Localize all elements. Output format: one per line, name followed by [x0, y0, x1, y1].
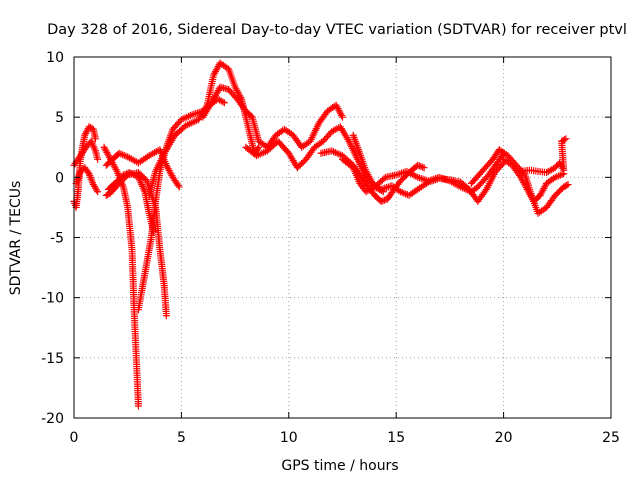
data-point	[115, 149, 123, 157]
data-point	[94, 155, 102, 163]
data-point	[420, 164, 428, 172]
x-tick-label: 20	[495, 430, 513, 446]
data-point	[553, 173, 561, 181]
data-point	[219, 98, 227, 106]
data-point	[400, 189, 408, 197]
data-point	[563, 181, 571, 189]
data-point	[175, 183, 183, 191]
data-point	[377, 197, 385, 205]
data-point	[415, 162, 423, 170]
data-point	[162, 312, 170, 320]
data-point	[174, 181, 182, 189]
x-tick-label: 5	[177, 430, 186, 446]
x-tick-label: 0	[70, 430, 79, 446]
series-arc-16	[500, 155, 568, 205]
data-point	[118, 177, 126, 185]
axis-ticks: 0 5 10 15 20 25 -20 -15 -10 -5 0 5 10	[41, 50, 620, 446]
data-point	[82, 128, 90, 136]
data-point	[122, 152, 130, 160]
data-point	[113, 182, 121, 190]
data-point	[394, 170, 402, 178]
data-point	[254, 145, 262, 153]
series-arc-9	[145, 59, 263, 199]
x-tick-label: 10	[280, 430, 298, 446]
data-point	[417, 163, 425, 171]
data-point	[481, 187, 489, 195]
series-arc-3	[72, 164, 102, 196]
series-arc-14	[349, 131, 508, 205]
data-point	[412, 187, 420, 195]
data-point	[383, 184, 391, 192]
y-tick-label: 0	[55, 170, 64, 186]
data-points	[70, 59, 572, 410]
data-point	[556, 171, 564, 179]
data-point	[94, 188, 102, 196]
data-point	[121, 174, 129, 182]
data-point	[120, 151, 128, 159]
data-point	[134, 402, 142, 410]
data-point	[217, 97, 225, 105]
data-point	[114, 180, 122, 188]
data-point	[220, 99, 228, 107]
data-point	[112, 166, 120, 174]
data-point	[419, 163, 427, 171]
data-point	[91, 135, 99, 143]
data-point	[564, 181, 572, 189]
data-point	[255, 143, 263, 151]
data-point	[562, 135, 570, 143]
data-point	[116, 179, 124, 187]
data-point	[498, 160, 506, 168]
series-arc-5	[104, 169, 157, 235]
x-axis-label: GPS time / hours	[281, 458, 398, 474]
x-tick-label: 15	[387, 430, 405, 446]
y-tick-label: -20	[41, 411, 64, 427]
data-point	[551, 173, 559, 181]
y-axis-label: SDTVAR / TECUs	[8, 181, 24, 296]
chart-title: Day 328 of 2016, Sidereal Day-to-day VTE…	[47, 22, 627, 38]
x-tick-label: 25	[602, 430, 620, 446]
data-point	[379, 197, 387, 205]
y-tick-label: 10	[46, 50, 64, 66]
data-point	[339, 113, 346, 121]
data-point	[555, 172, 563, 180]
y-tick-label: -15	[41, 351, 64, 367]
data-point	[119, 151, 127, 159]
data-point	[380, 196, 388, 204]
series-arc-17	[517, 135, 570, 177]
data-point	[82, 130, 90, 138]
data-point	[119, 176, 127, 184]
data-point	[414, 161, 422, 169]
data-point	[117, 150, 125, 158]
y-tick-label: 5	[55, 110, 64, 126]
data-point	[398, 188, 406, 196]
series-arc-2	[70, 137, 102, 169]
y-tick-label: -10	[41, 291, 64, 307]
series-arc-10	[199, 83, 346, 151]
data-point	[560, 136, 568, 144]
data-point	[558, 170, 566, 178]
y-tick-label: -5	[50, 231, 64, 247]
data-point	[396, 188, 404, 196]
data-point	[338, 111, 346, 119]
data-point	[81, 131, 89, 139]
